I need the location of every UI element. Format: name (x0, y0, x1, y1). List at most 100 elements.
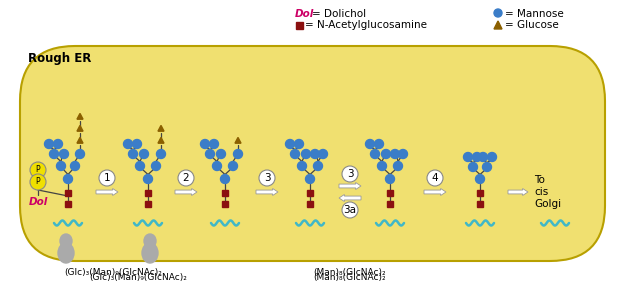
Circle shape (427, 170, 443, 186)
Text: Dol: Dol (28, 197, 48, 207)
Text: = Dolichol: = Dolichol (312, 9, 366, 19)
Polygon shape (494, 21, 502, 29)
Circle shape (291, 149, 299, 158)
Circle shape (128, 149, 138, 158)
Circle shape (216, 149, 226, 158)
Circle shape (313, 161, 323, 171)
Polygon shape (77, 113, 83, 119)
Circle shape (60, 149, 69, 158)
Bar (65, 201, 71, 207)
Circle shape (342, 202, 358, 218)
Text: 3: 3 (264, 173, 270, 183)
Ellipse shape (144, 234, 156, 248)
FancyBboxPatch shape (20, 46, 605, 261)
Circle shape (386, 175, 394, 184)
Bar (296, 22, 303, 29)
Circle shape (399, 149, 408, 158)
Text: (Glc)₃(Man)₉(GlcNAc)₂: (Glc)₃(Man)₉(GlcNAc)₂ (89, 273, 187, 282)
Text: (Man)₈(GlcNAc)₂: (Man)₈(GlcNAc)₂ (314, 273, 386, 282)
Polygon shape (235, 138, 241, 143)
Circle shape (140, 149, 148, 158)
Bar (65, 190, 71, 196)
Text: = Mannose: = Mannose (505, 9, 564, 19)
Circle shape (370, 149, 379, 158)
Text: 2: 2 (182, 173, 189, 183)
Bar (307, 190, 313, 196)
Circle shape (469, 162, 477, 171)
Circle shape (221, 175, 230, 184)
Circle shape (494, 9, 502, 17)
Circle shape (70, 161, 79, 171)
Bar (222, 190, 228, 196)
Bar (145, 201, 151, 207)
Text: To
cis
Golgi: To cis Golgi (534, 175, 561, 208)
Circle shape (45, 139, 53, 148)
Circle shape (476, 175, 484, 184)
Circle shape (472, 152, 482, 161)
Bar (145, 190, 151, 196)
Circle shape (487, 152, 496, 161)
Bar (477, 201, 483, 207)
Circle shape (382, 149, 391, 158)
Circle shape (123, 139, 133, 148)
Circle shape (301, 149, 311, 158)
Polygon shape (339, 195, 361, 201)
Text: Dol: Dol (295, 9, 314, 19)
Circle shape (286, 139, 294, 148)
Circle shape (157, 149, 165, 158)
Circle shape (50, 149, 58, 158)
Circle shape (135, 161, 145, 171)
Circle shape (233, 149, 243, 158)
Circle shape (318, 149, 328, 158)
Circle shape (152, 161, 160, 171)
Text: 3a: 3a (343, 205, 357, 215)
Bar (307, 201, 313, 207)
Polygon shape (77, 138, 83, 143)
Polygon shape (256, 188, 278, 195)
Text: P: P (36, 165, 40, 175)
Bar (387, 190, 393, 196)
Polygon shape (96, 188, 118, 195)
Circle shape (206, 149, 214, 158)
Polygon shape (424, 188, 446, 195)
Circle shape (394, 161, 403, 171)
Polygon shape (175, 188, 197, 195)
Circle shape (57, 161, 65, 171)
Text: Rough ER: Rough ER (28, 52, 91, 65)
Circle shape (311, 149, 320, 158)
Text: (Glc)₃(Man)₉(GlcNAc)₂: (Glc)₃(Man)₉(GlcNAc)₂ (64, 268, 162, 277)
Bar (387, 201, 393, 207)
Text: 4: 4 (431, 173, 438, 183)
Circle shape (30, 174, 46, 190)
Circle shape (306, 175, 314, 184)
Circle shape (213, 161, 221, 171)
Circle shape (391, 149, 399, 158)
Text: 1: 1 (104, 173, 110, 183)
Text: P: P (36, 178, 40, 187)
Bar (477, 190, 483, 196)
Polygon shape (339, 182, 361, 189)
Circle shape (133, 139, 142, 148)
Circle shape (228, 161, 238, 171)
Circle shape (143, 175, 152, 184)
Circle shape (479, 152, 487, 161)
Circle shape (298, 161, 306, 171)
Text: = Glucose: = Glucose (505, 20, 559, 30)
Bar (222, 201, 228, 207)
Text: = N-Acetylglucosamine: = N-Acetylglucosamine (305, 20, 427, 30)
Circle shape (482, 162, 491, 171)
Circle shape (99, 170, 115, 186)
Circle shape (294, 139, 304, 148)
Circle shape (201, 139, 209, 148)
Circle shape (342, 166, 358, 182)
Bar (0, 0, 629, 46)
Circle shape (259, 170, 275, 186)
Ellipse shape (58, 243, 74, 263)
Circle shape (75, 149, 84, 158)
Circle shape (178, 170, 194, 186)
Ellipse shape (142, 243, 158, 263)
Circle shape (30, 162, 46, 178)
Circle shape (365, 139, 374, 148)
Circle shape (374, 139, 384, 148)
Circle shape (209, 139, 218, 148)
